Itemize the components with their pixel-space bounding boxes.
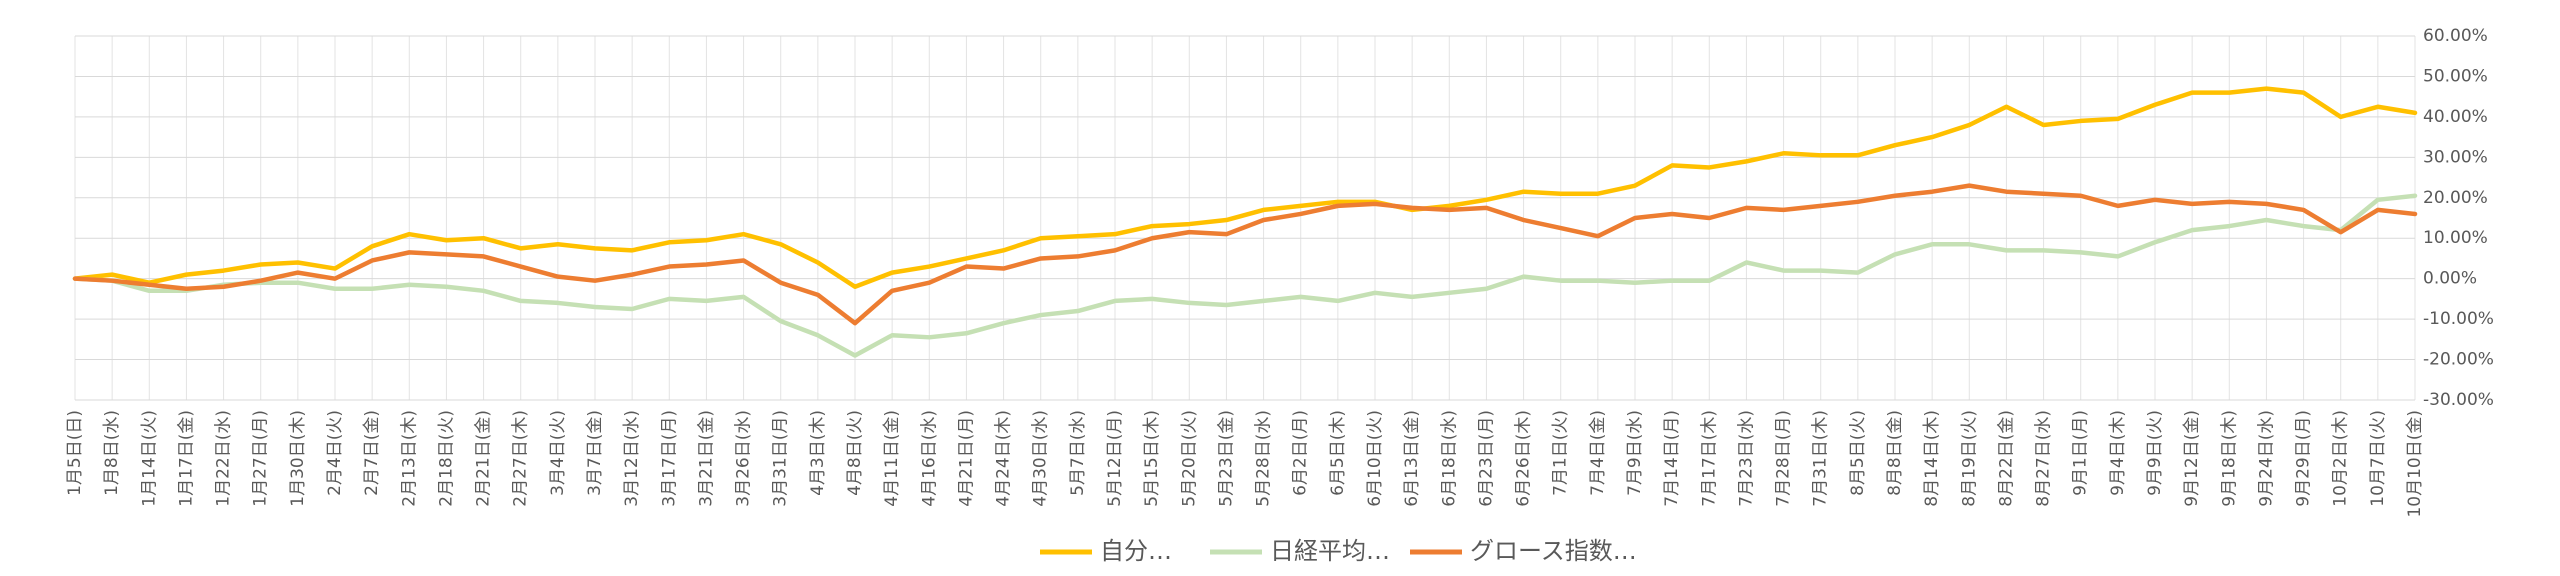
x-tick-label: 8月14日(木) — [1922, 410, 1942, 507]
x-tick-label: 8月22日(金) — [1996, 410, 2016, 507]
y-tick-label: 30.00% — [2423, 147, 2488, 167]
x-tick-label: 3月7日(金) — [585, 410, 605, 496]
x-tick-label: 8月8日(金) — [1885, 410, 1905, 496]
x-tick-label: 3月12日(水) — [622, 410, 642, 507]
x-tick-label: 4月24日(木) — [994, 410, 1014, 507]
x-tick-label: 6月13日(金) — [1402, 410, 1422, 507]
x-tick-label: 1月8日(水) — [102, 410, 122, 496]
y-tick-label: -30.00% — [2423, 390, 2494, 410]
x-tick-label: 9月29日(月) — [2294, 410, 2314, 507]
x-tick-label: 3月26日(水) — [734, 410, 754, 507]
x-tick-label: 4月21日(月) — [956, 410, 976, 507]
x-tick-label: 10月7日(火) — [2368, 410, 2388, 507]
x-tick-label: 5月28日(水) — [1254, 410, 1274, 507]
y-tick-label: 60.00% — [2423, 26, 2488, 46]
x-tick-label: 6月18日(水) — [1439, 410, 1459, 507]
x-tick-label: 5月12日(月) — [1105, 410, 1125, 507]
x-tick-label: 4月30日(水) — [1031, 410, 1051, 507]
x-tick-label: 7月28日(月) — [1774, 410, 1794, 507]
x-tick-label: 5月23日(金) — [1216, 410, 1236, 507]
x-tick-label: 3月4日(火) — [548, 410, 568, 496]
x-tick-label: 4月8日(火) — [845, 410, 865, 496]
x-tick-label: 2月13日(木) — [399, 410, 419, 507]
x-tick-label: 10月10日(金) — [2405, 410, 2425, 518]
legend-label: 日経平均… — [1270, 537, 1390, 565]
x-tick-label: 1月14日(火) — [139, 410, 159, 507]
y-tick-label: 0.00% — [2423, 269, 2477, 289]
x-tick-label: 1月17日(金) — [176, 410, 196, 507]
x-tick-label: 4月11日(金) — [882, 410, 902, 507]
y-tick-label: -10.00% — [2423, 309, 2494, 329]
x-tick-label: 1月30日(木) — [288, 410, 308, 507]
x-tick-label: 7月23日(水) — [1736, 410, 1756, 507]
x-tick-label: 7月1日(火) — [1551, 410, 1571, 496]
x-tick-label: 9月12日(金) — [2182, 410, 2202, 507]
x-tick-label: 7月17日(木) — [1699, 410, 1719, 507]
x-tick-label: 2月18日(火) — [436, 410, 456, 507]
x-tick-label: 1月27日(月) — [251, 410, 271, 507]
x-tick-label: 2月7日(金) — [362, 410, 382, 496]
legend-label: 自分… — [1100, 537, 1172, 565]
x-tick-label: 9月24日(水) — [2256, 410, 2276, 507]
x-tick-label: 8月19日(火) — [1959, 410, 1979, 507]
x-tick-label: 5月7日(水) — [1068, 410, 1088, 496]
x-tick-label: 6月5日(木) — [1328, 410, 1348, 496]
x-tick-label: 3月21日(金) — [696, 410, 716, 507]
y-tick-label: 40.00% — [2423, 107, 2488, 127]
x-tick-label: 2月21日(金) — [474, 410, 494, 507]
x-tick-label: 6月26日(木) — [1514, 410, 1534, 507]
x-tick-label: 6月2日(月) — [1291, 410, 1311, 496]
series-line — [72, 86, 2418, 290]
x-tick-label: 5月20日(火) — [1179, 410, 1199, 507]
x-tick-label: 6月10日(火) — [1365, 410, 1385, 507]
x-tick-label: 1月22日(水) — [214, 410, 234, 507]
y-tick-label: -20.00% — [2423, 350, 2494, 370]
legend-label: グロース指数… — [1470, 537, 1637, 565]
x-tick-label: 1月5日(日) — [65, 410, 85, 496]
x-tick-label: 7月31日(木) — [1811, 410, 1831, 507]
x-tick-label: 9月4日(木) — [2108, 410, 2128, 496]
x-tick-label: 2月27日(木) — [511, 410, 531, 507]
x-tick-label: 7月9日(水) — [1625, 410, 1645, 496]
x-tick-label: 9月18日(木) — [2219, 410, 2239, 507]
y-tick-label: 50.00% — [2423, 66, 2488, 86]
x-tick-label: 4月3日(木) — [808, 410, 828, 496]
y-tick-label: 10.00% — [2423, 228, 2488, 248]
x-tick-label: 5月15日(木) — [1142, 410, 1162, 507]
x-tick-label: 8月5日(火) — [1848, 410, 1868, 496]
legend: 自分… 日経平均… グロース指数… — [1040, 537, 1637, 565]
y-tick-label: 20.00% — [2423, 188, 2488, 208]
x-tick-label: 10月2日(木) — [2331, 410, 2351, 507]
x-tick-label: 7月4日(金) — [1588, 410, 1608, 496]
x-tick-label: 9月9日(火) — [2145, 410, 2165, 496]
x-tick-label: 4月16日(水) — [919, 410, 939, 507]
series-line — [72, 193, 2418, 358]
x-tick-label: 3月31日(月) — [771, 410, 791, 507]
x-tick-label: 8月27日(水) — [2034, 410, 2054, 507]
series-line — [72, 183, 2418, 326]
x-tick-label: 9月1日(月) — [2071, 410, 2091, 496]
x-tick-label: 3月17日(月) — [659, 410, 679, 507]
x-tick-label: 6月23日(月) — [1476, 410, 1496, 507]
x-tick-label: 7月14日(月) — [1662, 410, 1682, 507]
x-tick-label: 2月4日(火) — [325, 410, 345, 496]
